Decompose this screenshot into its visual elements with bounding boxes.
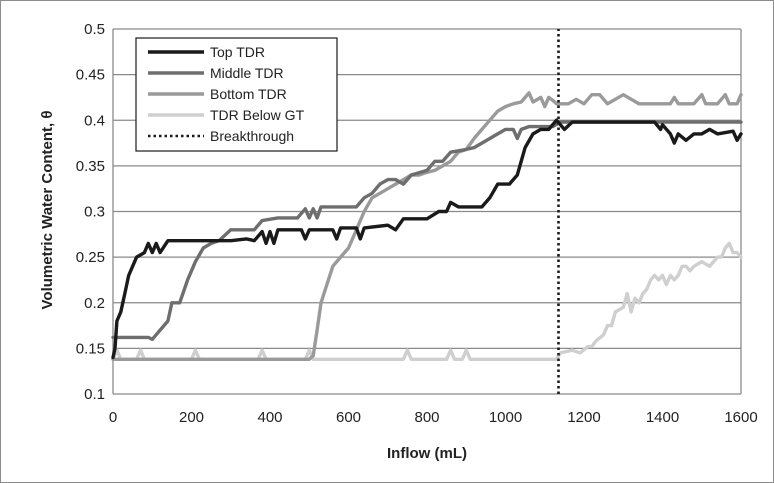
y-tick-label: 0.4 [84, 112, 105, 129]
legend-label: Bottom TDR [210, 86, 287, 102]
legend-label: Top TDR [210, 44, 265, 60]
x-tick-label: 400 [257, 409, 282, 426]
legend: Top TDR Middle TDR Bottom TDR TDR Below GT B… [135, 37, 338, 152]
series-tdr-below-gt [111, 241, 743, 361]
y-tick-label: 0.2 [84, 295, 105, 312]
x-tick-label: 1600 [724, 409, 757, 426]
legend-label: Breakthrough [210, 128, 294, 144]
series-top-tdr [111, 118, 743, 360]
series-middle-tdr [111, 120, 743, 341]
x-axis: 0 200 400 600 800 1000 1200 1400 1600 [109, 409, 758, 426]
legend-label: TDR Below GT [210, 107, 305, 123]
x-tick-label: 800 [414, 409, 439, 426]
series-layer [111, 29, 743, 394]
y-tick-label: 0.25 [76, 249, 105, 266]
x-tick-label: 1400 [646, 409, 679, 426]
y-tick-label: 0.45 [76, 67, 105, 84]
x-tick-label: 200 [179, 409, 204, 426]
plot-area [112, 29, 742, 394]
legend-label: Middle TDR [210, 65, 284, 81]
x-axis-title: Inflow (mL) [387, 445, 467, 462]
y-axis-title: Volumetric Water Content, θ [39, 111, 56, 310]
y-tick-label: 0.1 [84, 386, 105, 403]
y-axis: 0.1 0.15 0.2 0.25 0.3 0.35 0.4 0.45 0.5 [76, 21, 105, 403]
x-tick-label: 600 [336, 409, 361, 426]
x-tick-label: 1000 [489, 409, 522, 426]
y-tick-label: 0.15 [76, 340, 105, 357]
y-tick-label: 0.5 [84, 21, 105, 38]
y-tick-label: 0.3 [84, 204, 105, 221]
series-bottom-tdr [111, 91, 743, 361]
x-tick-label: 0 [109, 409, 117, 426]
y-tick-label: 0.35 [76, 158, 105, 175]
x-tick-label: 1200 [567, 409, 600, 426]
